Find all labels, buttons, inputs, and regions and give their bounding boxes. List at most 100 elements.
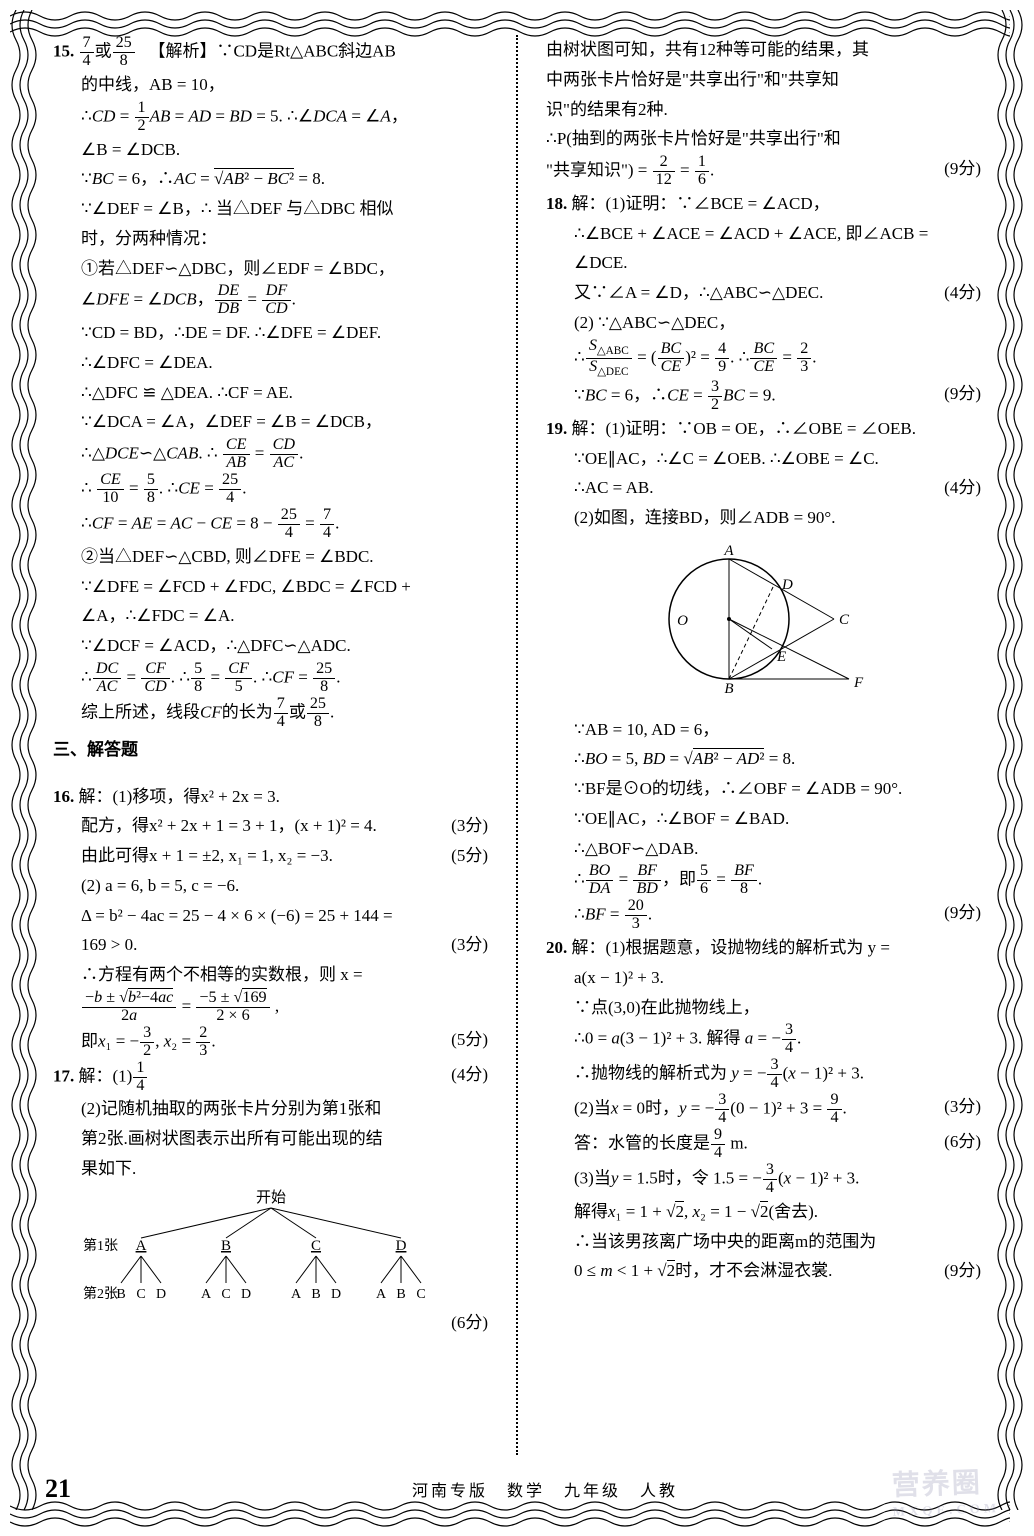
q18-l3: ∠DCE. <box>546 248 981 278</box>
footer-text: 河南专版 数学 九年级 人教 <box>101 1477 989 1501</box>
q15-l16: ②当△DEF∽△CBD, 则∠DFE = ∠BDC. <box>53 542 488 572</box>
q17-l1: 17. 解：(1)14(4分) <box>53 1060 488 1095</box>
q19-l1: 19. 解：(1)证明：∵OB = OE，∴∠OBE = ∠OEB. <box>546 414 981 444</box>
q16-l7: ∴方程有两个不相等的实数根，则 x = <box>53 960 488 990</box>
q19-l6: ∴BO = 5, BD = √AB² − AD² = 8. <box>546 744 981 774</box>
q16-l9: 即x₁ = −32, x₂ = 23.(5分) <box>53 1025 488 1060</box>
section-3-title: 三、解答题 <box>53 735 488 765</box>
q16-l8: −b ± √b²−4ac2a = −5 ± √1692 × 6 , <box>53 990 488 1025</box>
q20-l6: (2)当x = 0时，y = −34(0 − 1)² + 3 = 94. <box>546 1092 981 1127</box>
q18-l4: 又∵∠A = ∠D，∴△ABC∽△DEC.(4分) <box>546 278 981 308</box>
svg-text:B: B <box>724 681 733 697</box>
q15-l20: ∴DCAC = CFCD. ∴58 = CF5. ∴CF = 258. <box>53 661 488 696</box>
svg-text:B: B <box>220 1238 230 1254</box>
q15-l14: ∴ CE10 = 58. ∴CE = 254. <box>53 472 488 507</box>
q19-l7: ∵BF是⊙O的切线，∴∠OBF = ∠ADB = 90°. <box>546 774 981 804</box>
q15-l2: ∴CD = 12AB = AD = BD = 5. ∴∠DCA = ∠A， <box>53 100 488 135</box>
q15-l10: ∴∠DFC = ∠DEA. <box>53 348 488 378</box>
q20-l2: a(x − 1)² + 3. <box>546 963 981 993</box>
q15-l17: ∵∠DFE = ∠FCD + ∠FDC, ∠BDC = ∠FCD + <box>53 572 488 602</box>
q18-l5: (2) ∵△ABC∽△DEC， <box>546 308 981 338</box>
q16-l3: 由此可得x + 1 = ±2, x₁ = 1, x₂ = −3.(5分) <box>53 841 488 871</box>
svg-text:C: C <box>221 1287 230 1302</box>
left-column: 15. 74或258 【解析】∵CD是Rt△ABC斜边AB 的中线，AB = 1… <box>45 35 496 1455</box>
q17-l4: 果如下. <box>53 1154 488 1184</box>
q15-l11: ∴△DFC ≌ △DEA. ∴CF = AE. <box>53 378 488 408</box>
q15-l19: ∵∠DCF = ∠ACD，∴△DFC∽△ADC. <box>53 631 488 661</box>
svg-text:第2张: 第2张 <box>83 1285 118 1302</box>
q19-l3: ∴AC = AB.(4分) <box>546 473 981 503</box>
q20-l11: 0 ≤ m < 1 + √2时，才不会淋湿衣裳.(9分) <box>546 1256 981 1286</box>
q18-l6: ∴S△ABCS△DEC = (BCCE)² = 49. ∴BCCE = 23. <box>546 338 981 379</box>
svg-text:D: D <box>395 1238 406 1254</box>
border-right <box>996 10 1026 1510</box>
q16-l1: 16. 解：(1)移项，得x² + 2x = 3. <box>53 782 488 812</box>
svg-text:O: O <box>677 613 688 629</box>
q15-l18: ∠A，∴∠FDC = ∠A. <box>53 601 488 631</box>
svg-text:A: A <box>200 1287 211 1302</box>
border-left <box>8 10 38 1510</box>
tree-diagram: 开始 第1张 A B C D <box>53 1188 488 1308</box>
footer: 21 河南专版 数学 九年级 人教 <box>45 1474 989 1504</box>
page-number: 21 <box>45 1474 71 1504</box>
watermark: 营养圈 MXQE.COM <box>891 1460 1000 1520</box>
q17-r3: 识"的结果有2种. <box>546 95 981 125</box>
q19-l5: ∵AB = 10, AD = 6， <box>546 715 981 745</box>
q15-l8: ∠DFE = ∠DCB，DEDB = DFCD. <box>53 283 488 318</box>
svg-text:C: C <box>310 1238 320 1254</box>
q15-number: 15. <box>53 41 74 60</box>
svg-text:B: B <box>311 1287 320 1302</box>
q17-l2: (2)记随机抽取的两张卡片分别为第1张和 <box>53 1094 488 1124</box>
svg-text:C: C <box>416 1287 425 1302</box>
q15-l6: 时，分两种情况： <box>53 224 488 254</box>
q15-head: 15. 74或258 【解析】∵CD是Rt△ABC斜边AB <box>53 35 488 70</box>
svg-text:B: B <box>396 1287 405 1302</box>
q15-analysis-label: 【解析】 <box>157 41 217 60</box>
q20-l1: 20. 解：(1)根据题意，设抛物线的解析式为 y = <box>546 933 981 963</box>
q15-l21: 综上所述，线段CF的长为74或258. <box>53 696 488 731</box>
q18-l1: 18. 解：(1)证明：∵∠BCE = ∠ACD， <box>546 189 981 219</box>
q17-r1: 由树状图可知，共有12种等可能的结果，其 <box>546 35 981 65</box>
q19-l2: ∵OE∥AC，∴∠C = ∠OEB. ∴∠OBE = ∠C. <box>546 444 981 474</box>
svg-text:A: A <box>135 1238 146 1254</box>
q15-l1b: 的中线，AB = 10， <box>53 70 488 100</box>
svg-text:C: C <box>839 612 850 628</box>
content-columns: 15. 74或258 【解析】∵CD是Rt△ABC斜边AB 的中线，AB = 1… <box>45 35 989 1455</box>
q15-l4: ∵BC = 6，∴AC = √AB² − BC² = 8. <box>53 164 488 194</box>
q19-l8: ∵OE∥AC，∴∠BOF = ∠BAD. <box>546 804 981 834</box>
q19-l11: ∴BF = 203.(9分) <box>546 898 981 933</box>
circle-diagram: A O B D C E F <box>546 539 981 709</box>
q20-l5: ∴抛物线的解析式为 y = −34(x − 1)² + 3. <box>546 1057 981 1092</box>
q20-l3: ∵点(3,0)在此抛物线上， <box>546 993 981 1023</box>
svg-text:第1张: 第1张 <box>83 1237 118 1254</box>
q15-l5: ∵∠DEF = ∠B，∴ 当△DEF 与△DBC 相似 <box>53 194 488 224</box>
svg-text:B: B <box>116 1287 125 1302</box>
q15-l15: ∴CF = AE = AC − CE = 8 − 254 = 74. <box>53 507 488 542</box>
page: 15. 74或258 【解析】∵CD是Rt△ABC斜边AB 的中线，AB = 1… <box>0 0 1034 1536</box>
svg-text:D: D <box>240 1287 250 1302</box>
svg-text:A: A <box>723 543 734 559</box>
q15-l7: ①若△DEF∽△DBC，则∠EDF = ∠BDC， <box>53 254 488 284</box>
q20-l10: ∴当该男孩离广场中央的距离m的范围为 <box>546 1227 981 1257</box>
q15-l13: ∴△DCE∽△CAB. ∴ CEAB = CDAC. <box>53 437 488 472</box>
q17-l3: 第2张.画树状图表示出所有可能出现的结 <box>53 1124 488 1154</box>
q15-l9: ∵CD = BD，∴DE = DF. ∴∠DFE = ∠DEF. <box>53 318 488 348</box>
q17-r5: "共享知识") = 212 = 16.(9分) <box>546 154 981 189</box>
svg-text:D: D <box>781 577 793 593</box>
svg-text:C: C <box>136 1287 145 1302</box>
q18-l7: ∵BC = 6，∴CE = 32BC = 9.(9分) <box>546 379 981 414</box>
q16-l2: 配方，得x² + 2x + 1 = 3 + 1，(x + 1)² = 4.(3分… <box>53 811 488 841</box>
q16-l6: 169 > 0.(3分) <box>53 930 488 960</box>
q20-l7: 答：水管的长度是94 m.(6分) <box>546 1127 981 1162</box>
q19-l10: ∴BODA = BFBD，即56 = BF8. <box>546 863 981 898</box>
svg-text:D: D <box>155 1287 165 1302</box>
q20-l8: (3)当y = 1.5时，令 1.5 = −34(x − 1)² + 3. <box>546 1162 981 1197</box>
svg-text:开始: 开始 <box>255 1189 285 1206</box>
svg-text:A: A <box>375 1287 386 1302</box>
svg-text:F: F <box>853 675 864 691</box>
column-divider <box>516 35 518 1455</box>
svg-text:A: A <box>290 1287 301 1302</box>
q19-l4: (2)如图，连接BD，则∠ADB = 90°. <box>546 503 981 533</box>
border-top <box>10 8 1010 38</box>
q20-l4: ∴0 = a(3 − 1)² + 3. 解得 a = −34. <box>546 1022 981 1057</box>
